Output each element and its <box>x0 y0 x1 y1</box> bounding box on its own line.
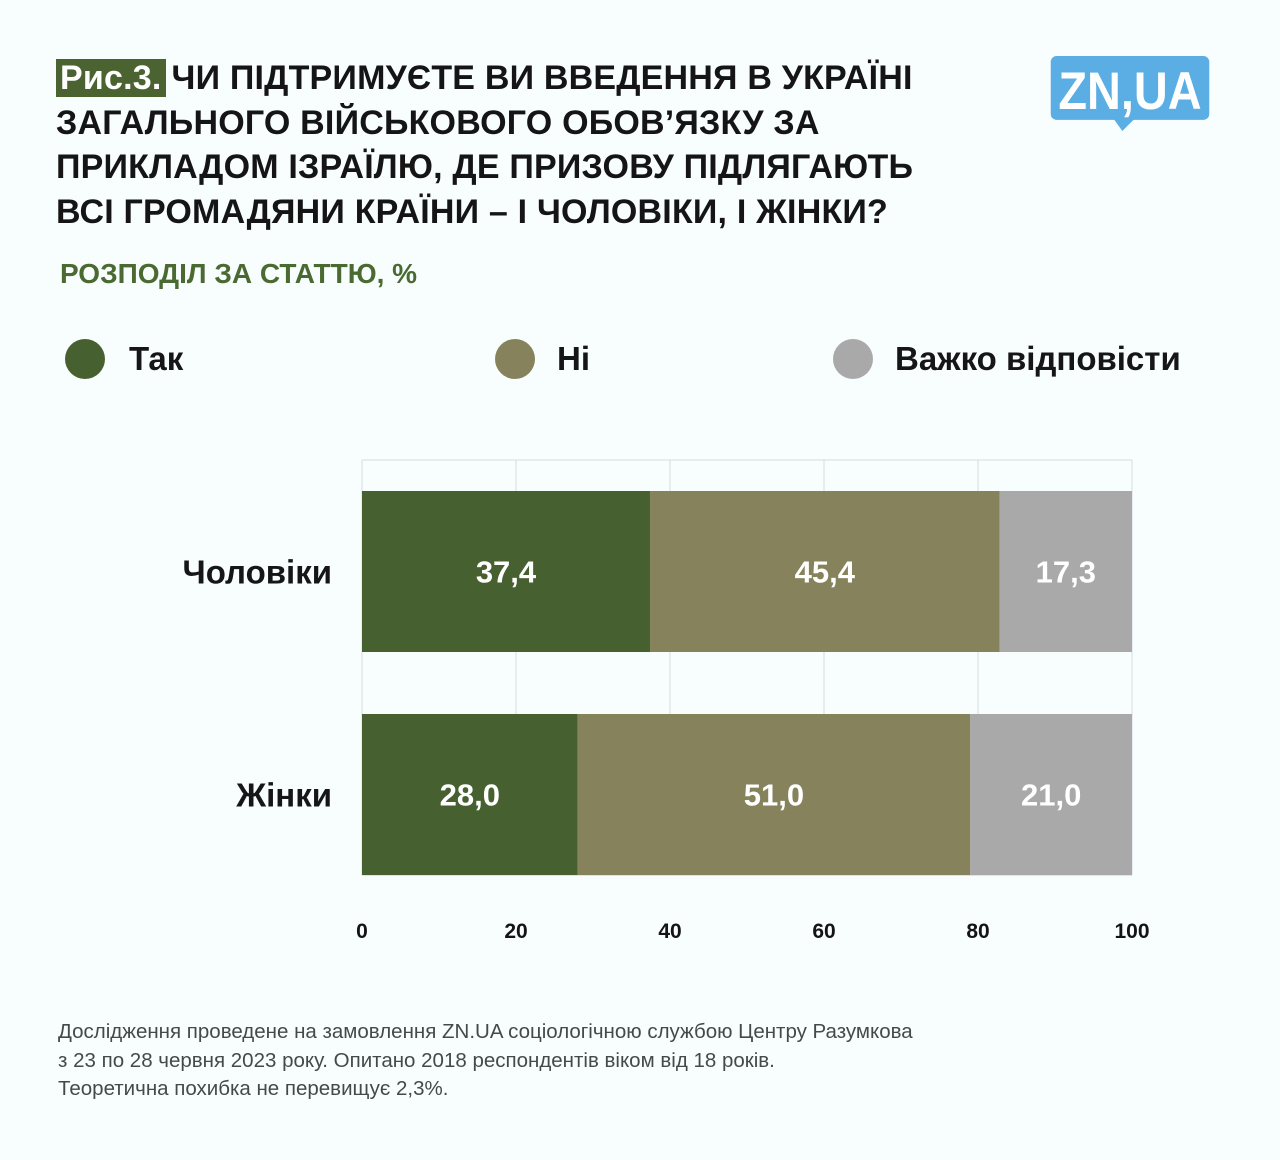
data-label: 37,4 <box>476 555 537 590</box>
legend-dot-icon <box>65 339 105 379</box>
legend-item-hard-to-say: Важко відповісти <box>833 338 1181 380</box>
x-tick-label: 100 <box>1114 920 1149 943</box>
legend-label: Важко відповісти <box>895 340 1181 377</box>
title-line-text: ЧИ ПІДТРИМУЄТЕ ВИ ВВЕДЕННЯ В УКРАЇНІ <box>171 59 913 97</box>
data-label: 21,0 <box>1021 778 1081 813</box>
bar-segment <box>362 491 650 652</box>
x-tick-label: 0 <box>356 920 368 943</box>
logo-text: ZN,UA <box>1058 62 1201 121</box>
zn-ua-logo: ZN,UA <box>1050 56 1210 131</box>
x-tick-label: 20 <box>504 920 527 943</box>
stacked-bar-chart: 37,4 45,4 17,3 28,0 51,0 21,0 0 20 40 60 80 100 Чол… <box>183 459 1150 944</box>
legend-label: Так <box>129 340 184 377</box>
footnote-line: Дослідження проведене на замовлення ZN.U… <box>58 1020 913 1043</box>
footnote: Дослідження проведене на замовлення ZN.U… <box>58 1018 1208 1104</box>
category-label: Жінки <box>235 777 332 814</box>
data-label: 51,0 <box>744 778 804 813</box>
data-label: 28,0 <box>440 778 500 813</box>
legend-label: Ні <box>557 340 590 377</box>
figure-label: Рис.3. <box>56 59 166 97</box>
x-tick-label: 60 <box>812 920 835 943</box>
legend-dot-icon <box>833 339 873 379</box>
chart-title: Рис.3. ЧИ ПІДТРИМУЄТЕ ВИ ВВЕДЕННЯ В УКРАЇ… <box>56 56 1016 234</box>
logo-bubble <box>1050 56 1210 120</box>
bar-segment <box>999 491 1132 652</box>
logo-bubble-tail <box>1113 119 1135 131</box>
bar-segment <box>970 714 1132 875</box>
legend-item-yes: Так <box>65 338 183 380</box>
title-line: ЗАГАЛЬНОГО ВІЙСЬКОВОГО ОБОВ’ЯЗКУ ЗА <box>56 103 820 142</box>
footnote-line: Теоретична похибка не перевищує 2,3%. <box>58 1077 449 1100</box>
data-label: 17,3 <box>1036 555 1096 590</box>
title-line: ВСІ ГРОМАДЯНИ КРАЇНИ – І ЧОЛОВІКИ, І ЖІН… <box>56 192 889 231</box>
legend-dot-icon <box>495 339 535 379</box>
axis-layer: 0 20 40 60 80 100 Чоловіки Жінки <box>183 554 1150 944</box>
label-layer: 37,4 45,4 17,3 28,0 51,0 21,0 <box>440 555 1096 813</box>
x-tick-label: 80 <box>966 920 989 943</box>
category-label: Чоловіки <box>183 554 332 591</box>
chart-subtitle: РОЗПОДІЛ ЗА СТАТТЮ, % <box>60 258 418 289</box>
bar-segment <box>577 714 971 875</box>
bar-segment <box>362 714 578 875</box>
legend-item-no: Ні <box>495 338 590 380</box>
title-line: ПРИКЛАДОМ ІЗРАЇЛЮ, ДЕ ПРИЗОВУ ПІДЛЯГАЮТЬ <box>56 148 914 186</box>
x-tick-label: 40 <box>658 920 681 943</box>
footnote-line: з 23 по 28 червня 2023 року. Опитано 201… <box>58 1048 775 1072</box>
data-label: 45,4 <box>795 555 856 590</box>
bar-segment <box>649 491 1000 652</box>
title-line: Рис.3. ЧИ ПІДТРИМУЄТЕ ВИ ВВЕДЕННЯ В УКРАЇ… <box>56 56 1016 101</box>
bar-layer <box>362 491 1132 875</box>
